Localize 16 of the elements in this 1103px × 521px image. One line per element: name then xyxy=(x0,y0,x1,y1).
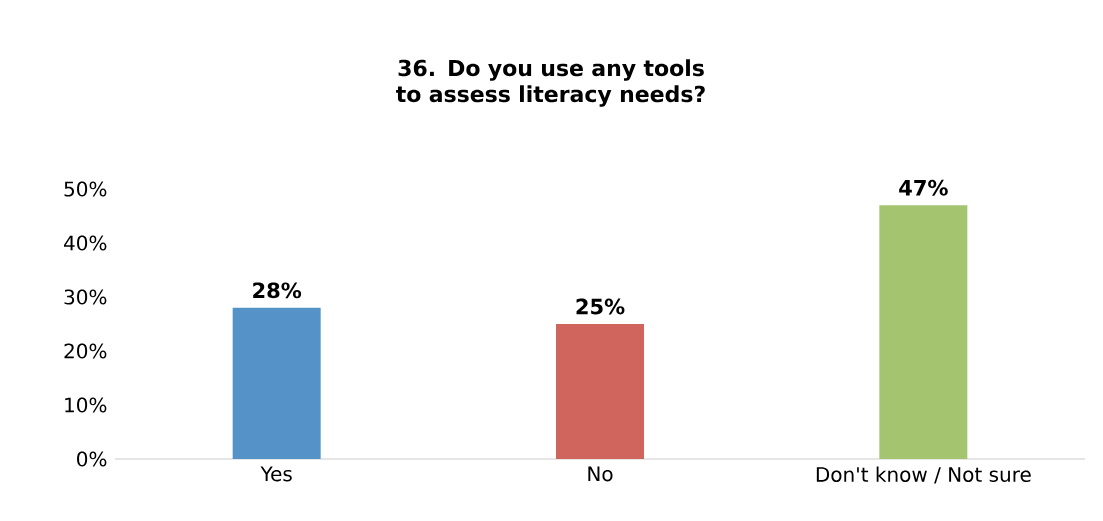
y-tick-label: 20% xyxy=(64,343,107,359)
data-label: 25% xyxy=(576,298,625,315)
y-tick-label: 0% xyxy=(77,451,107,467)
y-tick-label: 10% xyxy=(65,397,107,413)
y-tick-label: 30% xyxy=(64,289,107,305)
data-label: 28% xyxy=(253,282,302,299)
data-label: 47% xyxy=(899,179,948,196)
x-tick-label: Don't know / Not sure xyxy=(816,466,1031,484)
y-tick-label: 50% xyxy=(64,181,107,197)
x-tick-label: No xyxy=(588,466,613,482)
bar xyxy=(556,324,645,459)
x-tick-label: Yes xyxy=(260,466,292,482)
y-tick-label: 40% xyxy=(64,235,107,251)
bar xyxy=(879,205,968,459)
chart-title: 36. Do you use any tools to assess literacy needs? xyxy=(396,59,705,107)
bar xyxy=(232,307,321,459)
